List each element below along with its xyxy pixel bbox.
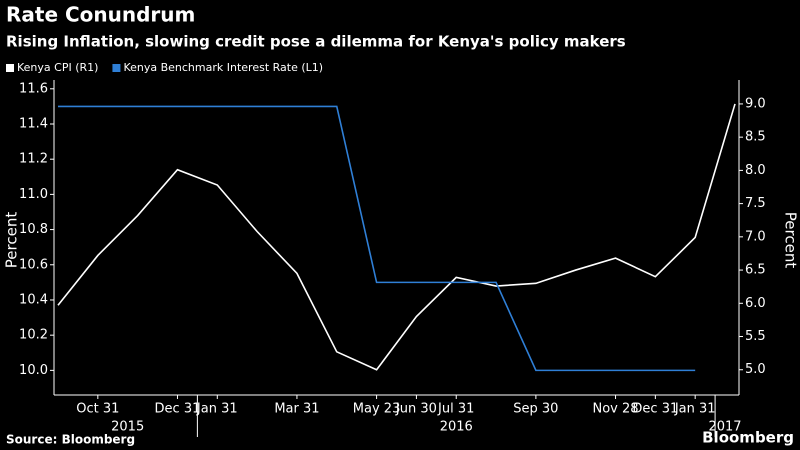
legend-label: Kenya CPI (R1) (17, 61, 98, 74)
y-tick-label: 11.0 (19, 187, 48, 202)
x-tick-label: Sep 30 (513, 402, 558, 417)
x-tick-label: Jan 31 (196, 402, 238, 417)
x-tick-label: Nov 28 (593, 402, 639, 417)
y-tick-label: 10.6 (19, 257, 48, 272)
y2-tick-label: 7.0 (745, 229, 766, 244)
brand: Bloomberg (702, 429, 794, 447)
x-tick-label: Jan 31 (674, 402, 716, 417)
y-tick-label: 10.2 (19, 328, 48, 343)
x-tick-label: Jun 30 (395, 402, 437, 417)
y2-tick-label: 8.5 (745, 130, 766, 145)
x-tick-label: Jul 31 (437, 402, 474, 417)
y2-tick-label: 5.0 (745, 362, 766, 377)
year-label: 2017 (708, 420, 741, 435)
x-tick-label: Oct 31 (76, 402, 119, 417)
x-tick-label: May 23 (353, 402, 401, 417)
x-tick-label: Dec 31 (155, 402, 201, 417)
x-tick-label: Mar 31 (274, 402, 319, 417)
y2-tick-label: 6.5 (745, 263, 766, 278)
y-tick-label: 10.8 (19, 222, 48, 237)
legend-label: Kenya Benchmark Interest Rate (L1) (123, 61, 323, 74)
y-axis-title: Percent (3, 212, 21, 269)
y-tick-label: 11.4 (19, 116, 48, 131)
y-tick-label: 10.0 (19, 363, 48, 378)
y2-tick-label: 5.5 (745, 329, 766, 344)
year-label: 2016 (440, 420, 473, 435)
y-tick-label: 11.2 (19, 152, 48, 167)
y-tick-label: 11.6 (19, 81, 48, 96)
y2-tick-label: 8.0 (745, 163, 766, 178)
y2-axis-title: Percent (782, 212, 800, 269)
x-tick-label: Dec 31 (632, 402, 678, 417)
series-line (57, 103, 736, 371)
series-line (58, 105, 696, 372)
source: Source: Bloomberg (6, 433, 135, 447)
legend-swatch (6, 64, 14, 72)
year-label: 2015 (111, 420, 144, 435)
y2-tick-label: 6.0 (745, 296, 766, 311)
chart-title: Rate Conundrum (6, 3, 195, 27)
legend-swatch (112, 64, 121, 72)
y2-tick-label: 7.5 (745, 196, 766, 211)
y2-tick-label: 9.0 (745, 96, 766, 111)
chart-subtitle: Rising Inflation, slowing credit pose a … (6, 33, 626, 51)
y-tick-label: 10.4 (19, 292, 48, 307)
